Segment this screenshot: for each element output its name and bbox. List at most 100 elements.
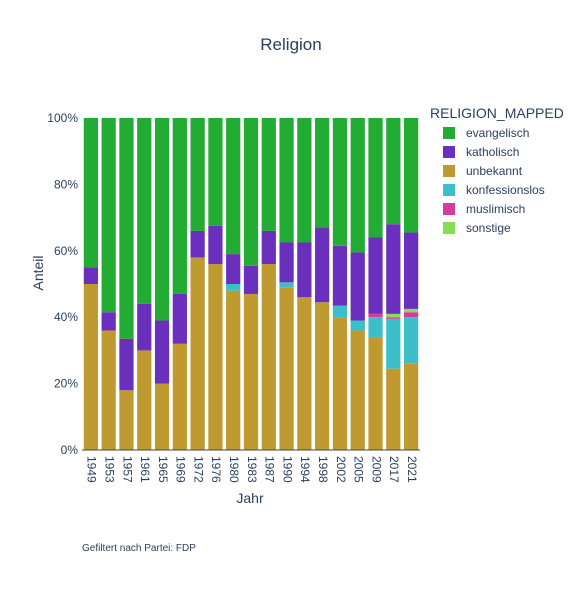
bar-sonstige-2017 [386, 313, 401, 318]
bar-muslimisch-2009 [368, 313, 383, 318]
legend-label-muslimisch[interactable]: muslimisch [466, 202, 525, 216]
bar-katholisch-1990 [279, 242, 294, 283]
bar-konfessionslos-2005 [350, 320, 365, 331]
x-axis-title: Jahr [236, 490, 264, 506]
bar-katholisch-1969 [172, 293, 187, 344]
x-tick-label: 2009 [369, 456, 383, 483]
legend-label-konfessionslos[interactable]: konfessionslos [466, 183, 545, 197]
y-axis-ticks: 0% 20% 40% 60% 80% 100% [47, 111, 78, 457]
x-tick-label: 1949 [85, 456, 99, 483]
x-tick-label: 1957 [120, 456, 134, 483]
bar-katholisch-1957 [119, 338, 134, 391]
legend-label-katholisch[interactable]: katholisch [466, 145, 519, 159]
bar-unbekannt-1990 [279, 287, 294, 450]
x-tick-label: 2021 [405, 456, 419, 483]
bar-katholisch-1998 [315, 227, 330, 303]
bar-evangelisch-2005 [350, 118, 365, 253]
bar-katholisch-1994 [297, 242, 312, 298]
bar-katholisch-2002 [332, 245, 348, 306]
bar-evangelisch-1990 [279, 118, 294, 243]
bar-katholisch-1976 [208, 225, 223, 265]
x-tick-label: 2017 [387, 456, 401, 483]
bar-konfessionslos-1980 [226, 284, 241, 291]
bar-konfessionslos-2017 [386, 318, 401, 369]
y-tick-label: 60% [54, 244, 78, 258]
bar-unbekannt-1957 [119, 390, 134, 450]
legend-swatch-sonstige[interactable] [443, 222, 455, 234]
bar-unbekannt-1972 [190, 257, 205, 450]
bar-unbekannt-1987 [261, 264, 276, 450]
legend-label-sonstige[interactable]: sonstige [466, 221, 511, 235]
bar-unbekannt-1953 [101, 330, 116, 450]
plot-area [82, 118, 420, 451]
bar-unbekannt-1980 [226, 290, 241, 450]
bar-unbekannt-1961 [137, 350, 152, 450]
x-tick-label: 1990 [280, 456, 294, 483]
bar-sonstige-2021 [403, 308, 419, 313]
legend-label-evangelisch[interactable]: evangelisch [466, 126, 529, 140]
x-tick-label: 1987 [263, 456, 277, 483]
bar-unbekannt-1994 [297, 297, 312, 450]
x-tick-label: 1983 [245, 456, 259, 483]
x-tick-label: 1953 [103, 456, 117, 483]
bar-konfessionslos-2009 [368, 317, 383, 338]
bar-unbekannt-1969 [172, 343, 187, 450]
legend: evangelisch katholisch unbekannt konfession… [443, 126, 545, 235]
legend-swatch-unbekannt[interactable] [443, 165, 455, 177]
legend-swatch-konfessionslos[interactable] [443, 184, 455, 196]
legend-swatch-evangelisch[interactable] [443, 127, 455, 139]
bar-muslimisch-2017 [386, 317, 401, 319]
x-tick-label: 2002 [334, 456, 348, 483]
bar-evangelisch-1965 [154, 118, 170, 321]
x-tick-label: 2005 [352, 456, 366, 483]
bar-katholisch-1987 [261, 230, 276, 265]
bar-evangelisch-1998 [315, 118, 330, 228]
bar-konfessionslos-1990 [279, 282, 294, 288]
bar-evangelisch-2017 [386, 118, 401, 225]
bar-katholisch-1965 [154, 320, 170, 384]
bar-katholisch-1961 [137, 303, 152, 351]
legend-swatch-katholisch[interactable] [443, 146, 455, 158]
x-tick-label: 1994 [298, 456, 312, 483]
bar-unbekannt-2017 [386, 368, 401, 450]
y-tick-label: 80% [54, 177, 78, 191]
bar-evangelisch-1983 [243, 118, 259, 266]
bar-katholisch-1972 [190, 230, 205, 258]
chart-title: Religion [260, 35, 321, 54]
x-tick-label: 1965 [156, 456, 170, 483]
bar-evangelisch-1987 [261, 118, 276, 231]
bar-unbekannt-1949 [83, 284, 99, 450]
bar-katholisch-1983 [243, 265, 259, 294]
bar-katholisch-1980 [226, 254, 241, 284]
bar-evangelisch-2002 [332, 118, 348, 246]
bar-evangelisch-1957 [119, 118, 134, 339]
bar-unbekannt-1983 [243, 293, 259, 450]
bar-unbekannt-2005 [350, 330, 365, 450]
footnote: Gefiltert nach Partei: FDP [82, 543, 196, 554]
bar-katholisch-2009 [368, 237, 383, 314]
y-tick-label: 40% [54, 310, 78, 324]
bar-evangelisch-1969 [172, 118, 187, 294]
x-axis-ticks: 1949 1953 1957 1961 1965 1969 1972 1976 1980 1983… [85, 456, 419, 483]
y-tick-label: 0% [61, 443, 79, 457]
y-tick-label: 20% [54, 377, 78, 391]
x-tick-label: 1961 [138, 456, 152, 483]
bar-evangelisch-2021 [403, 118, 419, 233]
x-tick-label: 1969 [174, 456, 188, 483]
bar-evangelisch-1972 [190, 118, 205, 231]
bar-evangelisch-1994 [297, 118, 312, 243]
bar-unbekannt-1965 [154, 383, 170, 450]
bar-evangelisch-1949 [83, 118, 99, 268]
bar-katholisch-2017 [386, 224, 401, 314]
legend-swatch-muslimisch[interactable] [443, 203, 455, 215]
bar-konfessionslos-2021 [403, 317, 419, 364]
bar-evangelisch-1976 [208, 118, 223, 226]
bar-muslimisch-2021 [403, 312, 419, 318]
y-axis-title: Anteil [30, 255, 46, 290]
bar-evangelisch-2009 [368, 118, 383, 238]
legend-label-unbekannt[interactable]: unbekannt [466, 164, 523, 178]
bar-unbekannt-2009 [368, 337, 383, 450]
bar-unbekannt-1998 [315, 302, 330, 450]
bar-katholisch-1949 [83, 267, 99, 284]
